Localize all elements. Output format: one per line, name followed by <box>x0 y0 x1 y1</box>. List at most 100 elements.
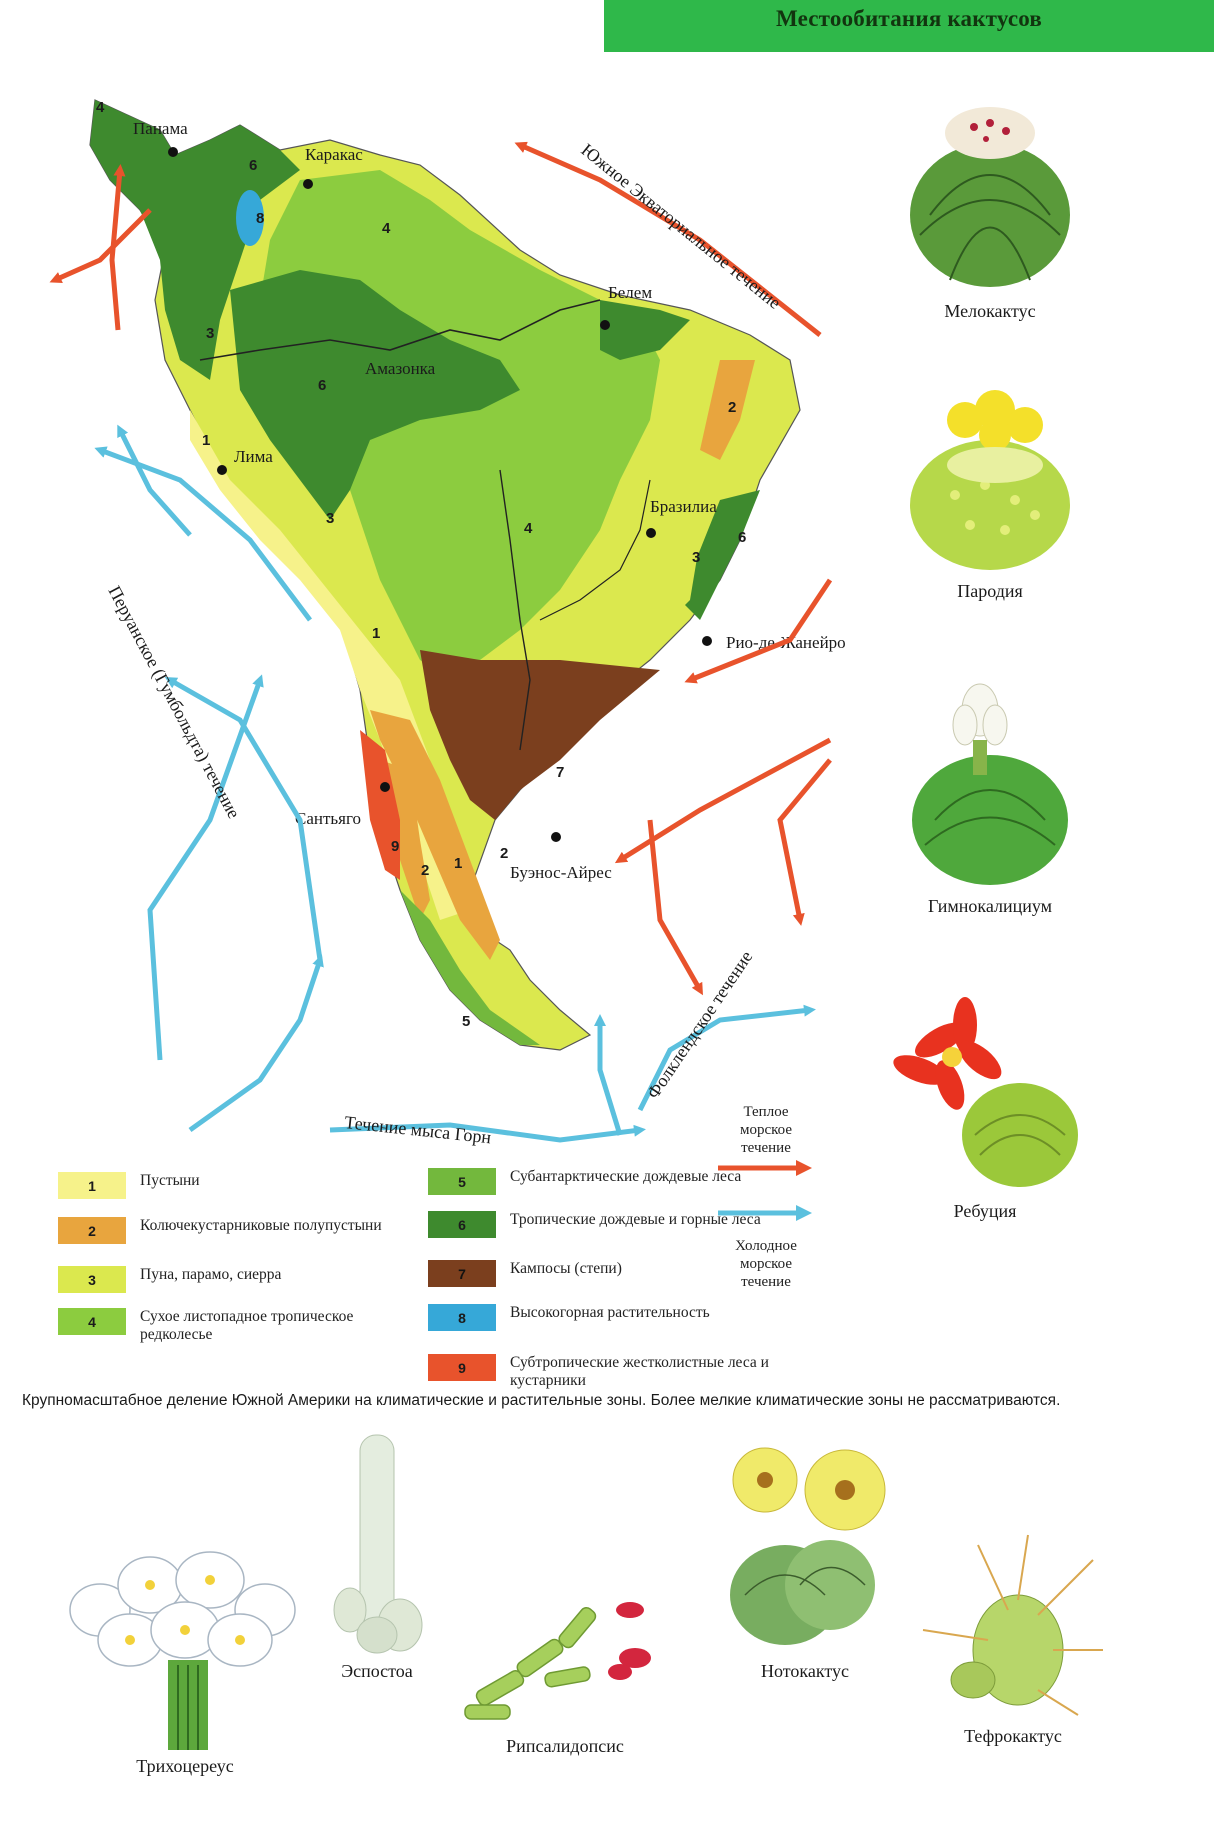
tephrocactus-label: Тефрокактус <box>964 1726 1062 1746</box>
city-brasilia: Бразилиа <box>646 497 717 538</box>
parodia-label: Пародия <box>957 581 1023 601</box>
cactus-rebutia: Ребуция <box>880 995 1090 1222</box>
river-amazon <box>199 299 601 361</box>
legend-item-6: 6 Тропические дождевые и горные леса <box>428 1211 780 1238</box>
zone-label-9: 9 <box>391 838 399 855</box>
espostoa-icon <box>333 1434 423 1654</box>
label-cape-horn-current: Течение мыса Горн <box>344 1112 493 1147</box>
legend-label-4: Сухое листопадное тропическое редколесье <box>140 1308 354 1343</box>
zone-label-4-panama: 4 <box>96 99 105 116</box>
cactus-parodia: Пародия <box>895 375 1085 602</box>
legend-label-3: Пуна, парамо, сиерра <box>140 1266 282 1283</box>
rhipsalidopsis-icon <box>464 1602 651 1720</box>
zone-9-chile <box>360 730 400 880</box>
rebutia-icon <box>893 997 1078 1187</box>
zone-6-east-coast <box>600 300 690 360</box>
zone-label-3-andes: 3 <box>326 510 334 527</box>
legend-label-1: Пустыни <box>140 1172 200 1189</box>
legend-item-4: 4 Сухое листопадное тропическое редколес… <box>58 1308 410 1344</box>
city-belem: Белем <box>600 283 652 330</box>
cactus-gymnocalycium: Гимнокалициум <box>895 680 1085 917</box>
gymnocalycium-icon <box>912 683 1068 885</box>
legend-swatch-4: 4 <box>58 1308 126 1335</box>
warm-current-legend-arrow <box>718 1160 812 1176</box>
warm-current-south-1 <box>777 758 832 926</box>
melocactus-icon <box>910 107 1070 287</box>
zone-label-6-coast: 6 <box>738 529 746 546</box>
zone-label-2-brazil: 2 <box>728 399 736 416</box>
cold-current-cape-horn <box>329 1122 646 1143</box>
legend-item-5: 5 Субантарктические дождевые леса <box>428 1168 780 1195</box>
svg-text:Панама: Панама <box>133 119 188 138</box>
warm-current-panama-2 <box>49 208 152 284</box>
notocactus-label: Нотокактус <box>761 1661 849 1681</box>
legend-swatch-8: 8 <box>428 1304 496 1331</box>
label-amazon: Амазонка <box>365 359 436 378</box>
legend-label-6: Тропические дождевые и горные леса <box>510 1211 761 1228</box>
zone-label-6-amazon: 6 <box>318 377 326 394</box>
cold-current-falkland-2 <box>637 1004 816 1112</box>
zone-label-6-north: 6 <box>249 157 257 174</box>
cold-current-peru-1 <box>117 424 192 537</box>
zone-8-highland <box>236 190 264 246</box>
zone-label-4-central: 4 <box>524 520 533 537</box>
cactus-espostoa: Эспостоа <box>322 1425 432 1682</box>
cold-current-peru-4 <box>164 677 323 961</box>
legend-swatch-6: 6 <box>428 1211 496 1238</box>
legend-item-9: 9 Субтропические жестколистные леса и ку… <box>428 1354 780 1390</box>
trichocereus-icon <box>69 1551 296 1750</box>
cold-current-peru-2 <box>94 446 312 622</box>
page-title: Местообитания кактусов <box>775 6 1043 31</box>
zone-label-1-patagonia: 1 <box>454 855 462 872</box>
legend-label-5: Субантарктические дождевые леса <box>510 1168 742 1185</box>
cactus-trichocereus: Трихоцереус <box>60 1540 310 1777</box>
title-banner: Местообитания кактусов <box>604 0 1214 52</box>
warm-current-legend-label: Теплое морское течение <box>739 1104 793 1156</box>
south-america-map: Панама Каракас Белем Амазонка Лима Брази… <box>0 60 880 1170</box>
tephrocactus-icon <box>922 1534 1103 1716</box>
zone-2-northeast <box>700 360 755 460</box>
legend-item-3: 3 Пуна, парамо, сиерра <box>58 1266 410 1293</box>
legend-item-7: 7 Кампосы (степи) <box>428 1260 780 1287</box>
city-buenos-aires: Буэнос-Айрес <box>510 832 612 882</box>
zone-label-3-ecuador: 3 <box>206 325 214 342</box>
trichocereus-label: Трихоцереус <box>136 1756 234 1776</box>
cactus-melocactus: Мелокактус <box>890 95 1090 322</box>
legend-swatch-7: 7 <box>428 1260 496 1287</box>
cold-current-falkland-1 <box>594 1014 623 1136</box>
legend-item-2: 2 Колючекустарниковые полупустыни <box>58 1217 410 1244</box>
zone-label-5: 5 <box>462 1013 470 1030</box>
map-caption: Крупномасштабное деление Южной Америки н… <box>22 1392 1061 1409</box>
zone-label-4-north: 4 <box>382 220 391 237</box>
espostoa-label: Эспостоа <box>341 1661 413 1681</box>
legend-item-1: 1 Пустыни <box>58 1172 410 1199</box>
label-falkland-current: Фолклендское течение <box>643 947 757 1102</box>
svg-text:Лима: Лима <box>234 447 273 466</box>
city-santiago: Сантьяго <box>295 782 390 828</box>
parodia-icon <box>910 390 1070 570</box>
svg-text:Амазонка: Амазонка <box>365 359 436 378</box>
zone-3-east <box>630 470 720 640</box>
zone-label-7: 7 <box>556 764 564 781</box>
rebutia-label: Ребуция <box>953 1201 1017 1221</box>
cactus-rhipsalidopsis: Рипсалидопсис <box>455 1580 675 1757</box>
cold-current-legend-arrow <box>718 1205 812 1221</box>
svg-text:Каракас: Каракас <box>305 145 363 164</box>
warm-current-panama-1 <box>109 164 126 331</box>
legend-label-8: Высокогорная растительность <box>510 1304 710 1321</box>
zone-label-3-brazil: 3 <box>692 549 700 566</box>
legend-label-7: Кампосы (степи) <box>510 1260 622 1277</box>
zone-7-campos <box>420 650 660 820</box>
zone-label-2-patagonia: 2 <box>500 845 508 862</box>
svg-text:Буэнос-Айрес: Буэнос-Айрес <box>510 863 612 882</box>
cold-current-peru-3 <box>147 674 264 1061</box>
zone-label-2-andes: 2 <box>421 862 429 879</box>
rhipsalidopsis-label: Рипсалидопсис <box>506 1736 624 1756</box>
legend-label-2: Колючекустарниковые полупустыни <box>140 1217 382 1234</box>
zone-label-1-peru: 1 <box>202 432 210 449</box>
map-svg: Панама Каракас Белем Амазонка Лима Брази… <box>49 99 846 1147</box>
label-peruvian-current: Перуанское (Гумбольдта) течение <box>104 582 245 822</box>
zone-label-8: 8 <box>256 210 264 227</box>
zone-legend: 1 Пустыни 2 Колючекустарниковые полупуст… <box>58 1168 818 1390</box>
warm-current-south-2 <box>647 819 703 996</box>
